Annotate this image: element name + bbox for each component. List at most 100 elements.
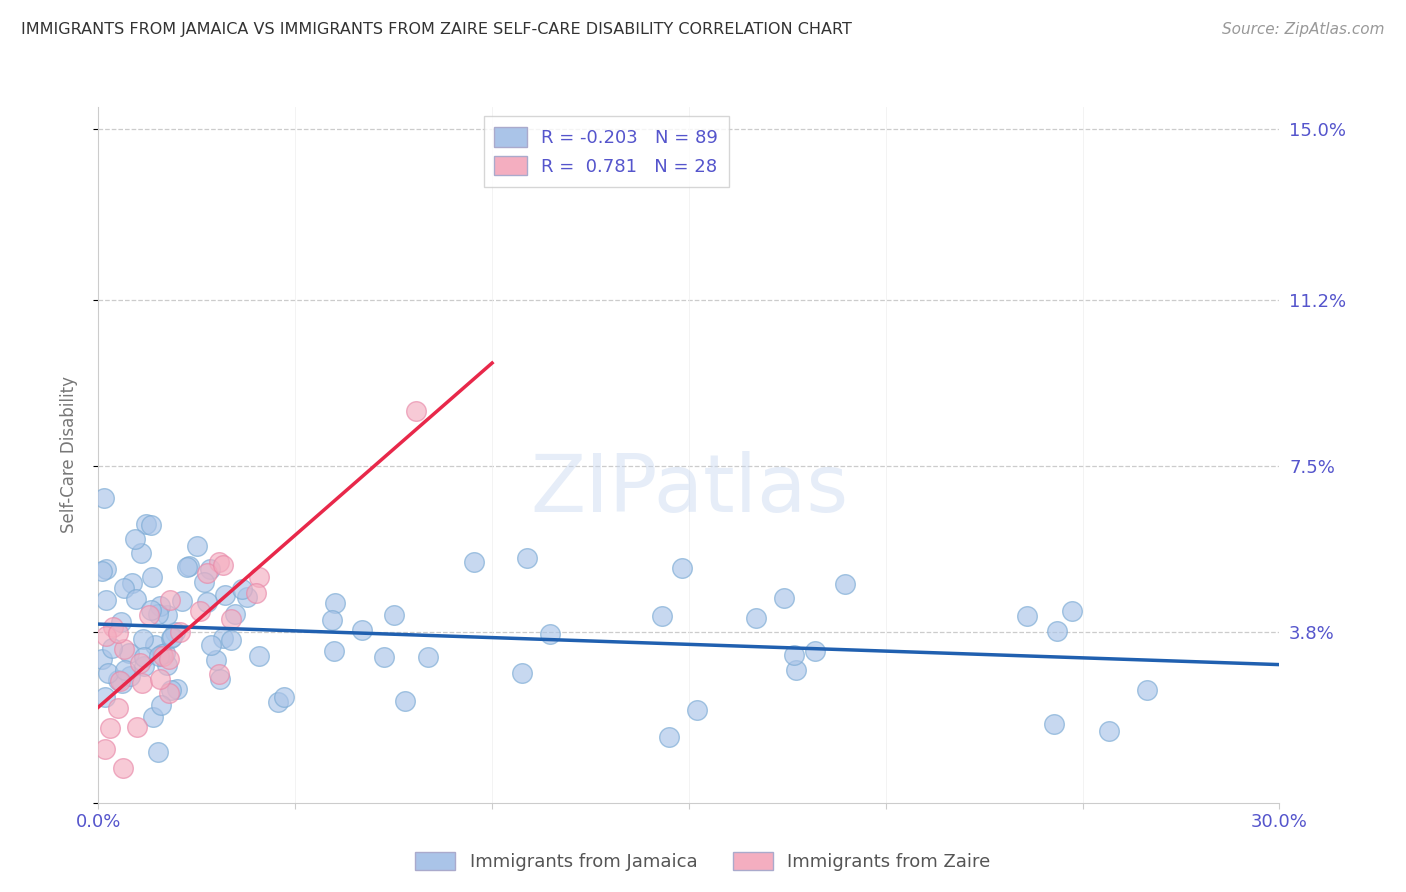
Point (193, 574, 215, 589)
Point (114, 664, 136, 678)
Point (121, 575, 143, 590)
Point (96, 629, 118, 643)
Point (321, 613, 343, 627)
Point (1015, 609, 1038, 624)
Text: ZIPatlas: ZIPatlas (530, 450, 848, 529)
Point (186, 540, 208, 554)
Point (176, 560, 198, 574)
Point (97, 666, 120, 681)
Point (177, 558, 200, 573)
Point (197, 566, 219, 580)
Point (172, 594, 194, 608)
Point (169, 625, 191, 640)
Point (149, 673, 172, 687)
Point (156, 608, 179, 623)
Point (150, 698, 173, 713)
Point (245, 586, 267, 600)
Point (160, 630, 183, 644)
Point (156, 657, 179, 672)
Point (129, 656, 152, 670)
Text: IMMIGRANTS FROM JAMAICA VS IMMIGRANTS FROM ZAIRE SELF-CARE DISABILITY CORRELATIO: IMMIGRANTS FROM JAMAICA VS IMMIGRANTS FR… (21, 22, 852, 37)
Point (247, 649, 270, 664)
Point (132, 632, 155, 646)
Point (1060, 604, 1083, 618)
Point (91, 564, 114, 578)
Point (138, 607, 160, 622)
Point (834, 577, 856, 591)
Point (112, 581, 135, 595)
Point (212, 631, 235, 645)
Point (224, 607, 246, 621)
Point (221, 632, 243, 647)
Point (350, 624, 373, 638)
Point (107, 673, 129, 688)
Point (98, 721, 121, 735)
Point (124, 532, 146, 546)
Point (510, 666, 533, 681)
Point (394, 694, 416, 708)
Point (101, 620, 124, 634)
Point (231, 582, 253, 596)
Point (323, 596, 346, 610)
Point (111, 761, 134, 775)
Point (247, 570, 270, 584)
Point (804, 644, 827, 658)
Point (188, 604, 211, 618)
Point (273, 690, 295, 705)
Point (221, 612, 243, 626)
Point (111, 675, 134, 690)
Point (405, 404, 427, 418)
Point (96, 562, 118, 576)
Point (146, 745, 169, 759)
Point (200, 562, 222, 576)
Point (149, 599, 172, 613)
Legend: Immigrants from Jamaica, Immigrants from Zaire: Immigrants from Jamaica, Immigrants from… (408, 845, 998, 879)
Point (160, 632, 183, 646)
Point (1046, 624, 1069, 638)
Point (93, 491, 115, 505)
Point (538, 627, 561, 641)
Point (651, 608, 673, 623)
Point (134, 659, 156, 673)
Point (208, 555, 231, 569)
Point (266, 695, 288, 709)
Point (148, 648, 170, 663)
Point (200, 638, 222, 652)
Point (166, 681, 188, 696)
Point (212, 558, 235, 573)
Point (94, 742, 117, 756)
Point (153, 646, 176, 660)
Point (131, 676, 153, 690)
Point (686, 703, 709, 717)
Point (139, 517, 162, 532)
Point (110, 615, 132, 630)
Point (124, 592, 146, 607)
Point (127, 720, 149, 734)
Point (141, 569, 163, 583)
Point (101, 641, 124, 656)
Point (107, 626, 129, 640)
Point (515, 551, 537, 566)
Point (785, 663, 807, 677)
Point (418, 650, 440, 665)
Point (745, 611, 768, 625)
Point (157, 686, 180, 700)
Point (114, 642, 136, 657)
Point (150, 647, 173, 661)
Point (1043, 717, 1066, 731)
Point (382, 607, 405, 622)
Point (163, 625, 186, 640)
Point (208, 667, 231, 681)
Point (143, 638, 166, 652)
Point (463, 555, 485, 569)
Y-axis label: Self-Care Disability: Self-Care Disability (59, 376, 77, 533)
Point (152, 648, 174, 663)
Point (142, 709, 165, 723)
Point (94, 690, 117, 704)
Point (783, 648, 806, 662)
Point (94, 592, 117, 607)
Point (146, 607, 169, 621)
Point (209, 672, 232, 686)
Point (236, 590, 259, 604)
Point (373, 650, 395, 665)
